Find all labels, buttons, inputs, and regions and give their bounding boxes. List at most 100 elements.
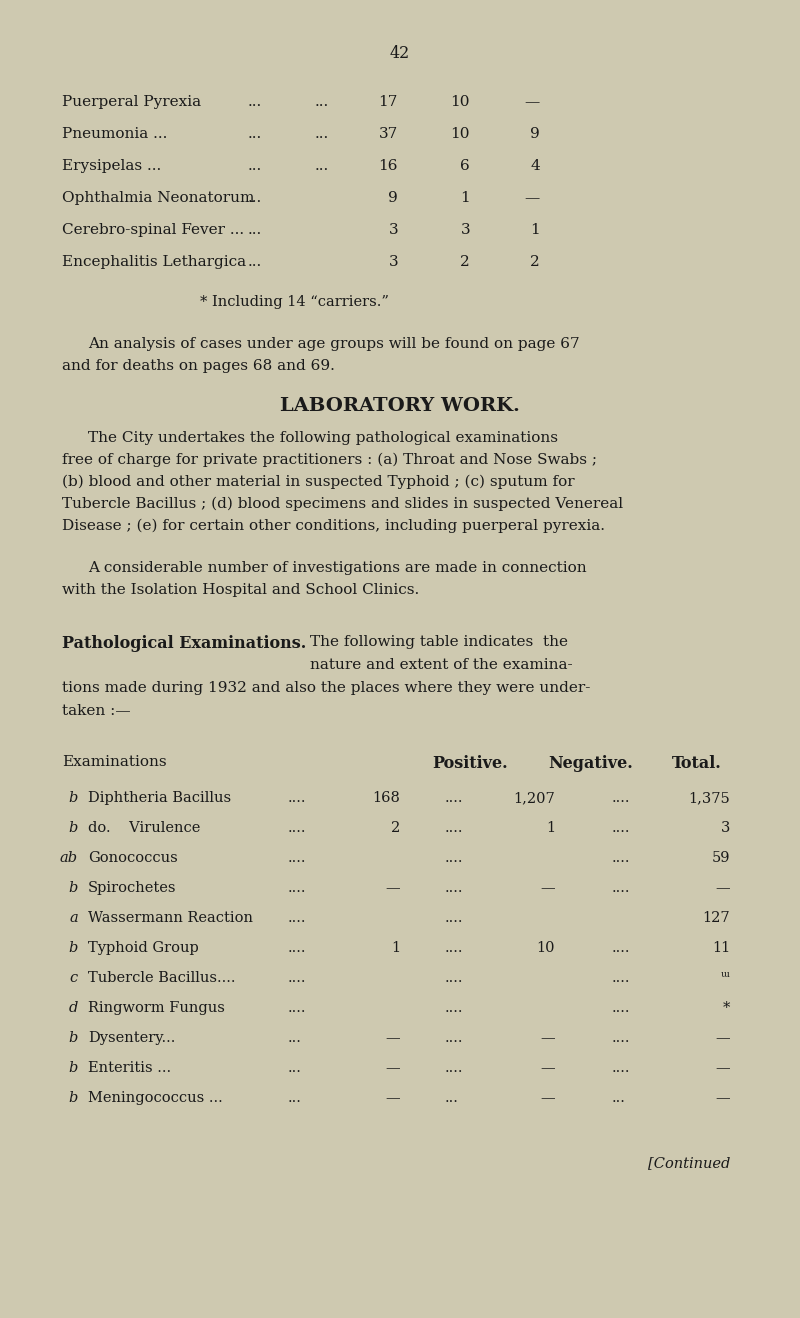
Text: ...: ...: [248, 254, 262, 269]
Text: Tubercle Bacillus ; (d) blood specimens and slides in suspected Venereal: Tubercle Bacillus ; (d) blood specimens …: [62, 497, 623, 511]
Text: ....: ....: [612, 821, 630, 836]
Text: ...: ...: [315, 159, 330, 173]
Text: 4: 4: [530, 159, 540, 173]
Text: 1: 1: [546, 821, 555, 836]
Text: c: c: [70, 971, 78, 985]
Text: —: —: [386, 1031, 400, 1045]
Text: Examinations: Examinations: [62, 755, 166, 768]
Text: Tubercle Bacillus....: Tubercle Bacillus....: [88, 971, 235, 985]
Text: ....: ....: [288, 821, 306, 836]
Text: * Including 14 “carriers.”: * Including 14 “carriers.”: [200, 295, 389, 308]
Text: 10: 10: [537, 941, 555, 956]
Text: —: —: [386, 880, 400, 895]
Text: do.    Virulence: do. Virulence: [88, 821, 200, 836]
Text: ....: ....: [612, 1031, 630, 1045]
Text: Negative.: Negative.: [548, 755, 633, 772]
Text: —: —: [715, 1061, 730, 1075]
Text: Diphtheria Bacillus: Diphtheria Bacillus: [88, 791, 231, 805]
Text: 17: 17: [378, 95, 398, 109]
Text: ....: ....: [612, 941, 630, 956]
Text: A considerable number of investigations are made in connection: A considerable number of investigations …: [88, 561, 586, 575]
Text: 1: 1: [391, 941, 400, 956]
Text: —: —: [386, 1061, 400, 1075]
Text: Ringworm Fungus: Ringworm Fungus: [88, 1000, 225, 1015]
Text: b: b: [69, 880, 78, 895]
Text: LABORATORY WORK.: LABORATORY WORK.: [280, 397, 520, 415]
Text: —: —: [540, 1091, 555, 1104]
Text: ....: ....: [445, 1061, 463, 1075]
Text: ...: ...: [288, 1031, 302, 1045]
Text: [Continued: [Continued: [648, 1156, 730, 1170]
Text: Erysipelas ...: Erysipelas ...: [62, 159, 162, 173]
Text: ....: ....: [445, 941, 463, 956]
Text: 127: 127: [702, 911, 730, 925]
Text: free of charge for private practitioners : (a) Throat and Nose Swabs ;: free of charge for private practitioners…: [62, 453, 597, 468]
Text: nature and extent of the examina-: nature and extent of the examina-: [310, 658, 573, 672]
Text: 1,207: 1,207: [514, 791, 555, 805]
Text: 59: 59: [711, 851, 730, 865]
Text: ....: ....: [288, 941, 306, 956]
Text: —: —: [540, 880, 555, 895]
Text: 2: 2: [460, 254, 470, 269]
Text: b: b: [69, 941, 78, 956]
Text: 3: 3: [388, 254, 398, 269]
Text: ....: ....: [612, 851, 630, 865]
Text: The following table indicates  the: The following table indicates the: [310, 635, 568, 648]
Text: Gonococcus: Gonococcus: [88, 851, 178, 865]
Text: 168: 168: [372, 791, 400, 805]
Text: 2: 2: [530, 254, 540, 269]
Text: ....: ....: [445, 911, 463, 925]
Text: Typhoid Group: Typhoid Group: [88, 941, 198, 956]
Text: —: —: [540, 1031, 555, 1045]
Text: The City undertakes the following pathological examinations: The City undertakes the following pathol…: [88, 431, 558, 445]
Text: ...: ...: [612, 1091, 626, 1104]
Text: Ophthalmia Neonatorum: Ophthalmia Neonatorum: [62, 191, 254, 206]
Text: 16: 16: [378, 159, 398, 173]
Text: —: —: [715, 1091, 730, 1104]
Text: 1: 1: [460, 191, 470, 206]
Text: Pathological Examinations.: Pathological Examinations.: [62, 635, 306, 652]
Text: ...: ...: [445, 1091, 459, 1104]
Text: b: b: [69, 821, 78, 836]
Text: d: d: [69, 1000, 78, 1015]
Text: ....: ....: [612, 880, 630, 895]
Text: ....: ....: [445, 791, 463, 805]
Text: ᵚ: ᵚ: [721, 971, 730, 985]
Text: Total.: Total.: [672, 755, 722, 772]
Text: ....: ....: [612, 1061, 630, 1075]
Text: tions made during 1932 and also the places where they were under-: tions made during 1932 and also the plac…: [62, 681, 590, 695]
Text: —: —: [386, 1091, 400, 1104]
Text: ...: ...: [315, 95, 330, 109]
Text: —: —: [715, 1031, 730, 1045]
Text: ...: ...: [248, 191, 262, 206]
Text: Meningococcus ...: Meningococcus ...: [88, 1091, 222, 1104]
Text: ...: ...: [288, 1091, 302, 1104]
Text: 3: 3: [721, 821, 730, 836]
Text: 11: 11: [712, 941, 730, 956]
Text: ....: ....: [612, 971, 630, 985]
Text: ...: ...: [315, 127, 330, 141]
Text: ....: ....: [445, 880, 463, 895]
Text: ....: ....: [288, 791, 306, 805]
Text: Dysentery...: Dysentery...: [88, 1031, 175, 1045]
Text: ab: ab: [60, 851, 78, 865]
Text: 1,375: 1,375: [688, 791, 730, 805]
Text: —: —: [525, 191, 540, 206]
Text: *: *: [722, 1000, 730, 1015]
Text: (b) blood and other material in suspected Typhoid ; (c) sputum for: (b) blood and other material in suspecte…: [62, 474, 574, 489]
Text: ....: ....: [445, 1031, 463, 1045]
Text: 9: 9: [388, 191, 398, 206]
Text: 10: 10: [450, 95, 470, 109]
Text: ....: ....: [445, 1000, 463, 1015]
Text: Puerperal Pyrexia: Puerperal Pyrexia: [62, 95, 201, 109]
Text: —: —: [715, 880, 730, 895]
Text: —: —: [540, 1061, 555, 1075]
Text: ....: ....: [612, 1000, 630, 1015]
Text: ...: ...: [248, 159, 262, 173]
Text: and for deaths on pages 68 and 69.: and for deaths on pages 68 and 69.: [62, 358, 335, 373]
Text: ...: ...: [248, 223, 262, 237]
Text: 3: 3: [388, 223, 398, 237]
Text: ...: ...: [248, 127, 262, 141]
Text: Cerebro-spinal Fever ...: Cerebro-spinal Fever ...: [62, 223, 244, 237]
Text: 3: 3: [460, 223, 470, 237]
